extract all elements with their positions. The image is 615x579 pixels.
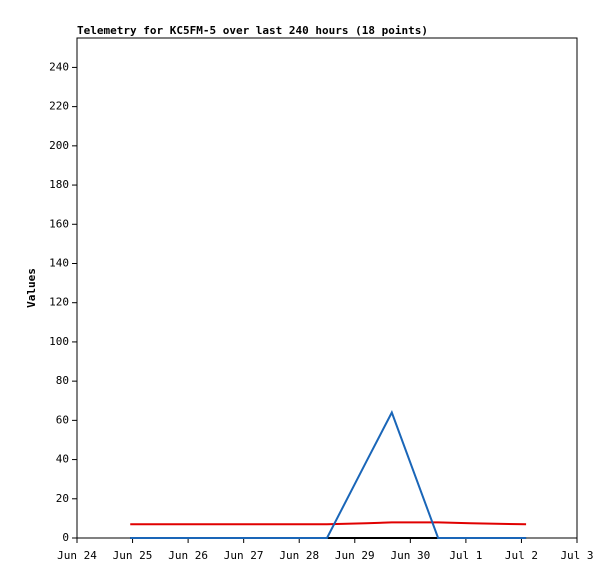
y-tick-label: 200 <box>49 139 69 152</box>
y-tick-label: 80 <box>56 374 69 387</box>
x-tick-label: Jun 27 <box>224 549 264 562</box>
x-tick-label: Jul 2 <box>505 549 538 562</box>
y-tick-label: 240 <box>49 60 69 73</box>
y-tick-label: 60 <box>56 413 69 426</box>
series-line <box>130 521 527 526</box>
x-tick-label: Jun 30 <box>390 549 430 562</box>
x-tick-label: Jun 28 <box>279 549 319 562</box>
y-tick-label: 180 <box>49 178 69 191</box>
y-tick-label: 20 <box>56 492 69 505</box>
x-tick-label: Jul 1 <box>449 549 482 562</box>
x-tick-label: Jun 29 <box>335 549 375 562</box>
y-tick-label: 120 <box>49 296 69 309</box>
x-tick-label: Jul 3 <box>560 549 593 562</box>
series-line <box>130 410 527 539</box>
plot-frame <box>76 37 578 539</box>
x-tick-label: Jun 26 <box>168 549 208 562</box>
x-tick-label: Jun 25 <box>113 549 153 562</box>
chart-title: Telemetry for KC5FM-5 over last 240 hour… <box>77 24 428 37</box>
y-tick-label: 160 <box>49 217 69 230</box>
y-tick-label: 40 <box>56 453 69 466</box>
y-tick-label: 220 <box>49 100 69 113</box>
x-tick-label: Jun 24 <box>57 549 97 562</box>
y-tick-label: 140 <box>49 256 69 269</box>
y-tick-label: 100 <box>49 335 69 348</box>
y-axis-label: Values <box>25 268 38 308</box>
y-tick-label: 0 <box>62 531 69 544</box>
